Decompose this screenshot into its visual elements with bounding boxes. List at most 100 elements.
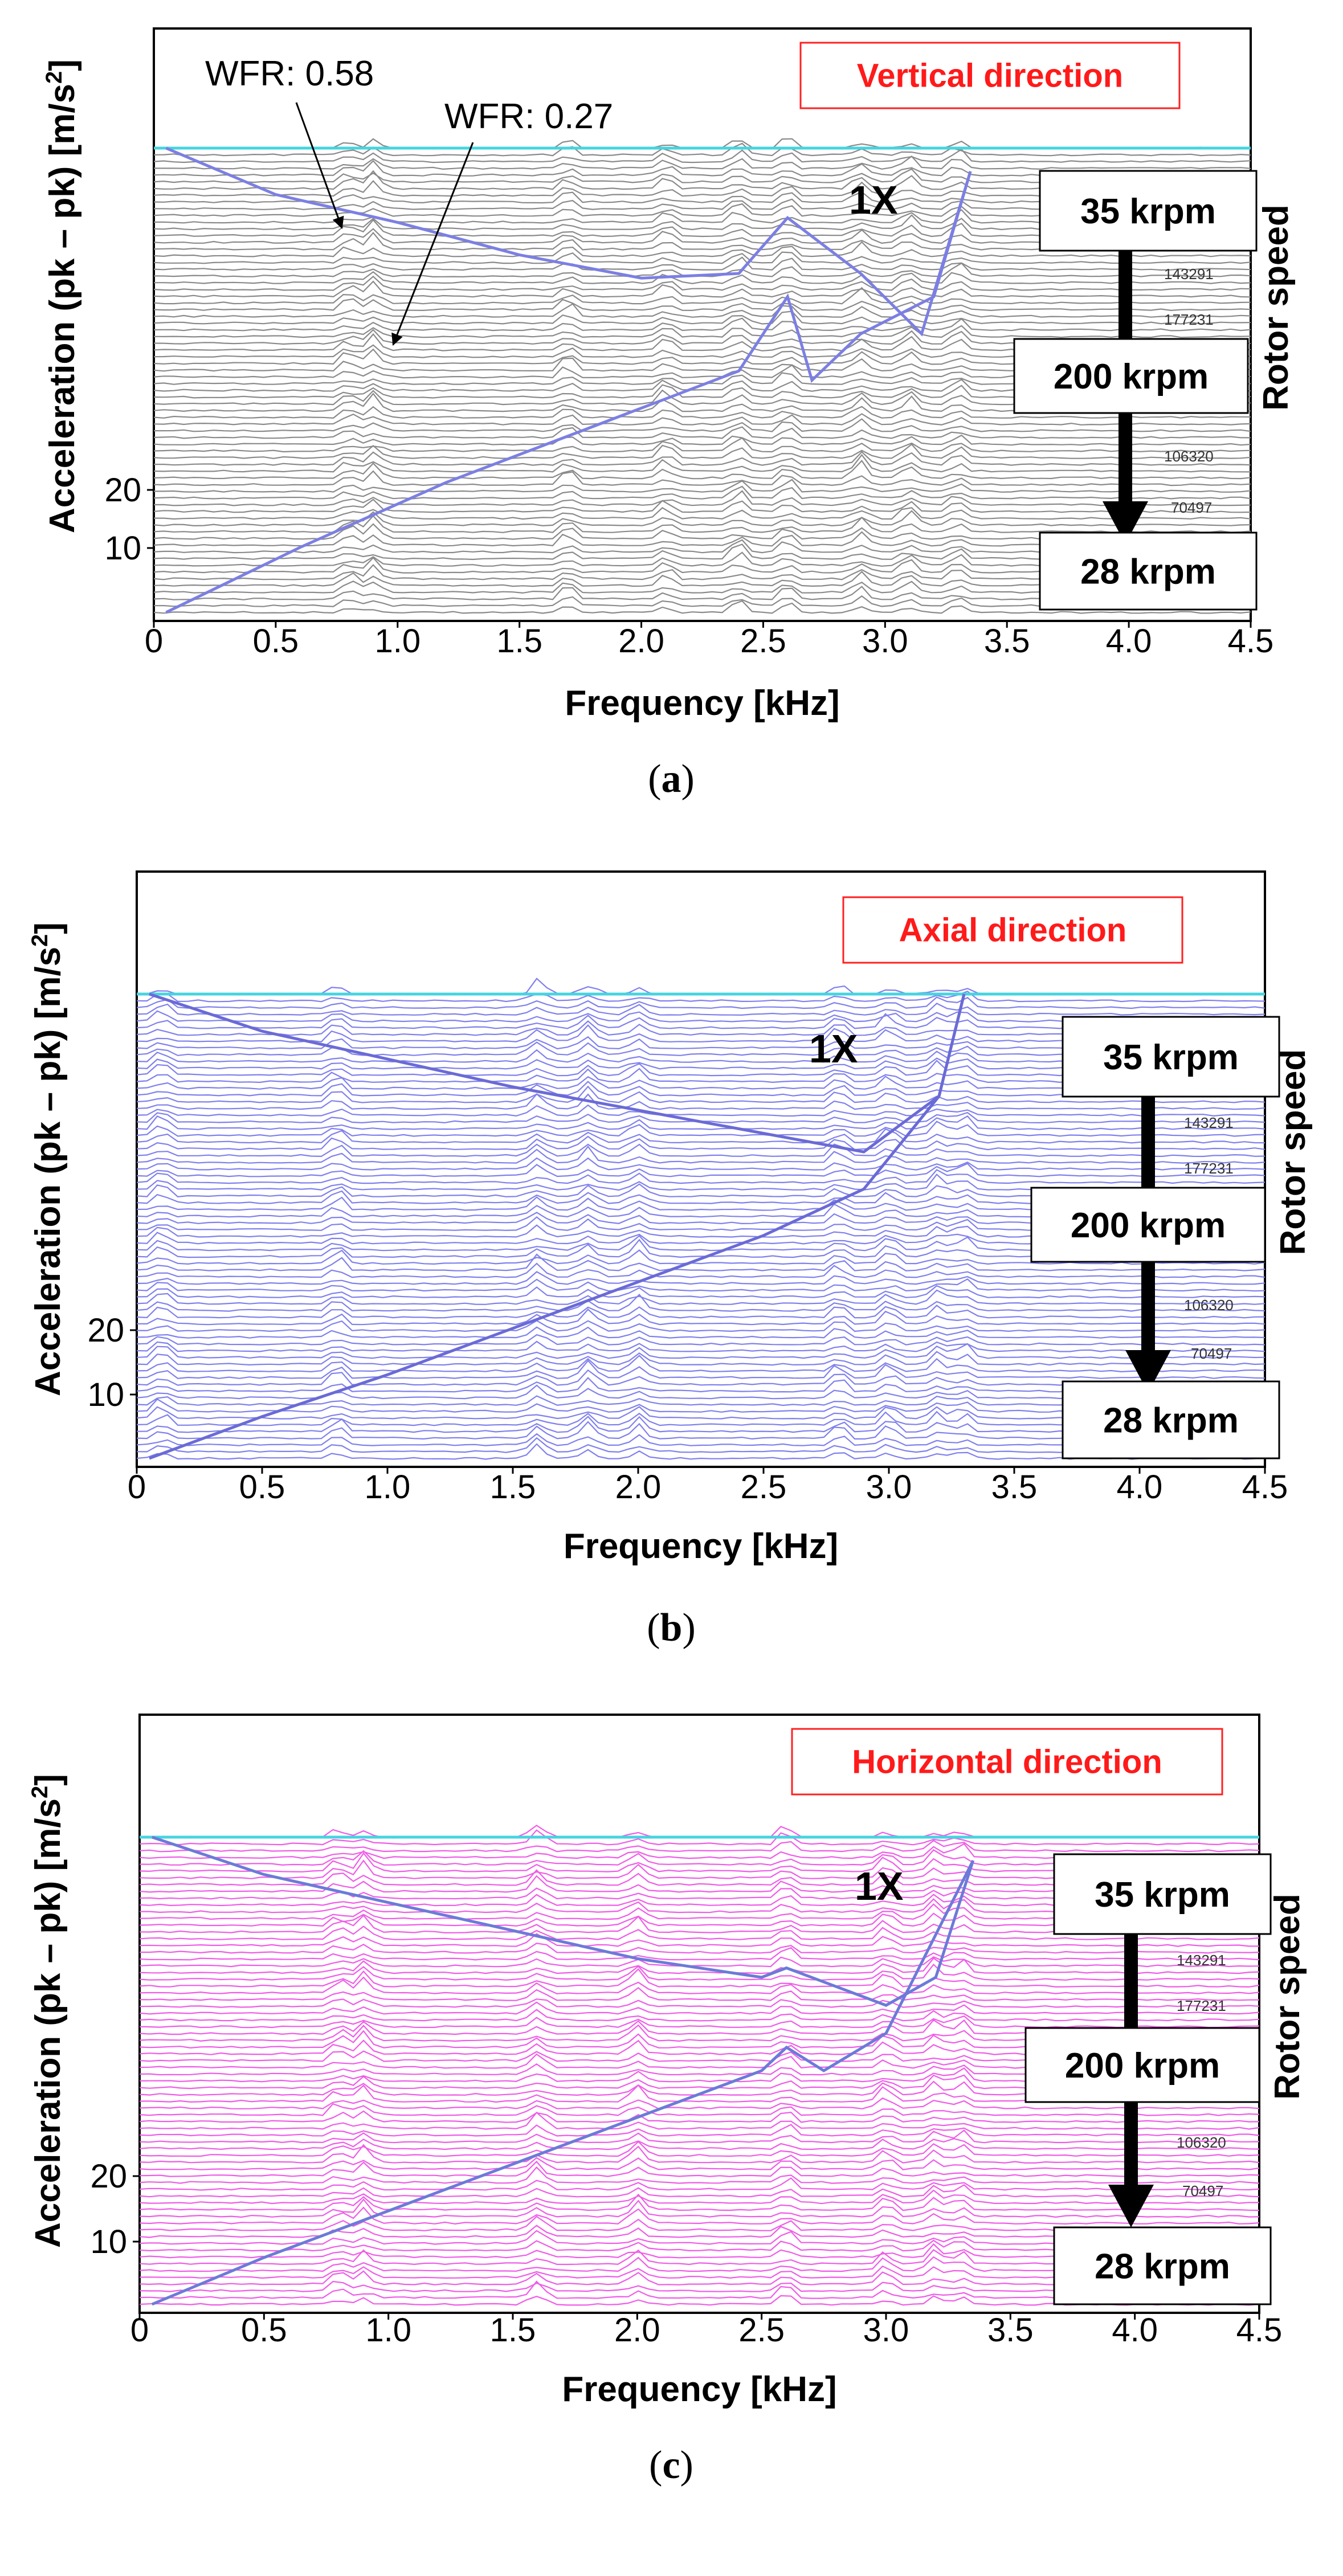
one-x-ramp-up-line	[165, 171, 972, 614]
trace-line	[139, 1963, 1260, 1981]
speed-tick-label: 106320	[1164, 448, 1214, 465]
speed-tick-label: 70497	[1182, 2182, 1223, 2199]
speed-tick-label: 106320	[1184, 1297, 1234, 1314]
x-tick-label: 4.5	[1228, 623, 1274, 660]
trace-line	[136, 1351, 1266, 1366]
x-tick-label: 1.5	[490, 1469, 536, 1506]
x-tick-label: 4.0	[1117, 1469, 1163, 1506]
trace-line	[153, 148, 1251, 163]
x-tick-label: 0.5	[239, 1469, 285, 1506]
trace-line	[136, 1115, 1266, 1130]
x-tick-label: 1.0	[374, 623, 421, 660]
trace-line	[153, 426, 1251, 439]
chart-panel-a: Vertical direction 1X 143291 177231 106320 70…	[42, 27, 1296, 801]
x-tick-label: 3.5	[991, 1469, 1038, 1506]
panel-caption: (a)	[648, 757, 695, 801]
trace-line	[139, 1976, 1260, 1994]
chart-panel-c: Horizontal direction 1X 143291 177231 106320…	[27, 1714, 1307, 2487]
trace-line	[136, 1145, 1266, 1164]
trace-line	[136, 1143, 1266, 1158]
y-axis-label: Acceleration (pk – pk) [m/s2]	[42, 59, 82, 533]
trace-line	[153, 317, 1251, 332]
rotor-speed-label: Rotor speed	[1256, 205, 1296, 411]
trace-line	[136, 1262, 1266, 1278]
trace-line	[153, 600, 1251, 614]
x-tick-label: 0	[128, 1469, 146, 1506]
harmonic-label: 1X	[849, 178, 898, 222]
x-tick-label: 4.5	[1236, 2312, 1283, 2349]
trace-line	[139, 2111, 1260, 2130]
title-box	[842, 896, 1183, 964]
trace-line	[153, 241, 1251, 257]
trace-line	[136, 1169, 1266, 1184]
trace-line	[136, 1340, 1266, 1352]
trace-line	[153, 490, 1251, 506]
x-tick-label: 2.0	[615, 1469, 662, 1506]
speed-tick-label: 70497	[1171, 499, 1212, 516]
trace-line	[153, 470, 1251, 486]
chart-title: Axial direction	[899, 912, 1127, 949]
x-tick-label: 3.0	[863, 2312, 909, 2349]
x-tick-label: 4.0	[1112, 2312, 1158, 2349]
speed-box-label: 200 krpm	[1071, 1206, 1226, 1245]
panel-caption: (b)	[647, 1606, 696, 1650]
trace-line	[153, 413, 1251, 426]
trace-line	[153, 325, 1251, 338]
trace-line	[153, 251, 1251, 264]
speed-tick-label: 177231	[1184, 1160, 1234, 1177]
x-tick-label: 0	[130, 2312, 149, 2349]
x-tick-label: 3.5	[987, 2312, 1034, 2349]
trace-line	[136, 1121, 1266, 1137]
trace-line	[153, 460, 1251, 480]
trace-line	[139, 2009, 1260, 2022]
harmonic-label: 1X	[809, 1027, 858, 1071]
chart-title: Horizontal direction	[852, 1744, 1162, 1781]
trace-line	[139, 1839, 1260, 1853]
x-tick-label: 2.5	[740, 623, 786, 660]
trace-line	[139, 1956, 1260, 1968]
one-x-ramp-down-line	[165, 146, 972, 337]
y-tick-label: 20	[90, 2158, 127, 2195]
speed-box	[1039, 170, 1258, 252]
trace-line	[154, 271, 1251, 284]
trace-line	[153, 287, 1251, 305]
trace-line	[140, 1943, 1260, 1954]
annotation-wfr-027: WFR: 0.27	[444, 97, 613, 136]
trace-line	[136, 1343, 1266, 1359]
rotor-speed-label: Rotor speed	[1268, 1894, 1307, 2100]
trace-line	[139, 1933, 1259, 1947]
trace-line	[139, 1947, 1260, 1961]
one-x-ramp-down-line	[149, 992, 966, 1154]
trace-line	[136, 1163, 1266, 1177]
trace-line	[153, 498, 1251, 513]
trace-line	[139, 1925, 1260, 1940]
harmonic-label: 1X	[855, 1864, 904, 1908]
trace-line	[136, 1289, 1266, 1305]
trace-line	[139, 2129, 1260, 2144]
trace-line	[154, 451, 1251, 466]
trace-line	[136, 1308, 1266, 1326]
trace-line	[136, 1085, 1266, 1103]
x-tick-label: 2.0	[618, 623, 664, 660]
trace-line	[136, 1355, 1266, 1373]
speed-box	[1053, 2226, 1272, 2305]
trace-line	[139, 2198, 1260, 2218]
x-tick-label: 0	[145, 623, 163, 660]
trace-line	[139, 1998, 1260, 2008]
trace-line	[136, 1359, 1266, 1379]
trace-line	[136, 1285, 1266, 1299]
y-tick-label: 20	[87, 1312, 124, 1349]
trace-line	[139, 2177, 1260, 2191]
trace-line	[139, 2160, 1260, 2177]
trace-line	[136, 1249, 1266, 1265]
trace-line	[139, 2206, 1260, 2225]
trace-line	[139, 2144, 1260, 2164]
speed-box	[1013, 338, 1249, 414]
speed-box	[1062, 1380, 1280, 1459]
trace-line	[139, 2193, 1260, 2211]
speed-tick-label: 177231	[1164, 311, 1214, 328]
trace-line	[139, 1957, 1260, 1974]
speed-tick-label: 143291	[1177, 1952, 1226, 1969]
trace-line	[153, 142, 1251, 157]
x-tick-label: 1.0	[365, 1469, 411, 1506]
